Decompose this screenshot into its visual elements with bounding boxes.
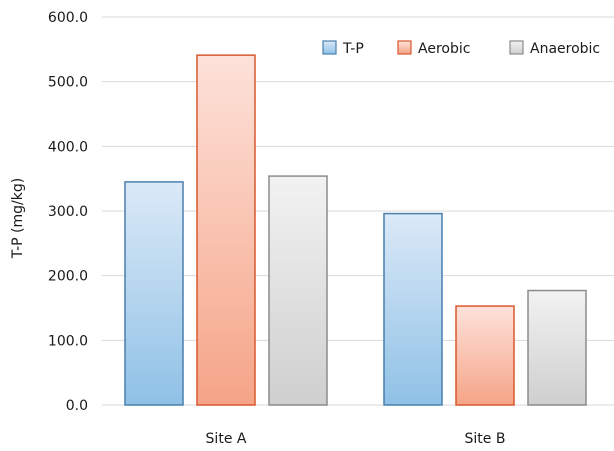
- bar-aerobic-site-a: [196, 54, 256, 406]
- legend-swatch: [322, 40, 337, 55]
- y-tick-label: 500.0: [48, 75, 88, 91]
- y-tick-label: 400.0: [48, 139, 88, 155]
- y-tick-label: 600.0: [48, 10, 88, 26]
- bar-anaerobic-site-b: [527, 289, 587, 406]
- legend-item: Aerobic: [397, 40, 470, 57]
- x-category-label: Site A: [206, 431, 247, 447]
- y-tick-label: 0.0: [66, 398, 88, 414]
- legend-label: T-P: [342, 41, 364, 57]
- y-axis-ticks: 0.0 100.0 200.0 300.0 400.0 500.0 600.0: [48, 10, 88, 414]
- gridlines: [102, 16, 614, 406]
- y-tick-label: 100.0: [48, 333, 88, 349]
- y-tick-label: 200.0: [48, 269, 88, 285]
- legend-item: T-P: [322, 40, 364, 57]
- bars: [124, 54, 587, 406]
- x-axis-categories: Site A Site B: [206, 431, 506, 447]
- legend-item: Anaerobic: [509, 40, 600, 57]
- legend-swatch: [509, 40, 524, 55]
- bar-t-p-site-b: [383, 212, 443, 406]
- bar-t-p-site-a: [124, 181, 184, 406]
- bar-aerobic-site-b: [455, 305, 515, 406]
- legend-swatch: [397, 40, 412, 55]
- legend-label: Aerobic: [418, 41, 470, 57]
- bar-anaerobic-site-a: [268, 175, 328, 406]
- legend-label: Anaerobic: [530, 41, 600, 57]
- y-axis-title: T-P (mg/kg): [10, 178, 26, 259]
- legend: T-P Aerobic Anaerobic: [322, 40, 600, 57]
- y-tick-label: 300.0: [48, 204, 88, 220]
- x-category-label: Site B: [465, 431, 506, 447]
